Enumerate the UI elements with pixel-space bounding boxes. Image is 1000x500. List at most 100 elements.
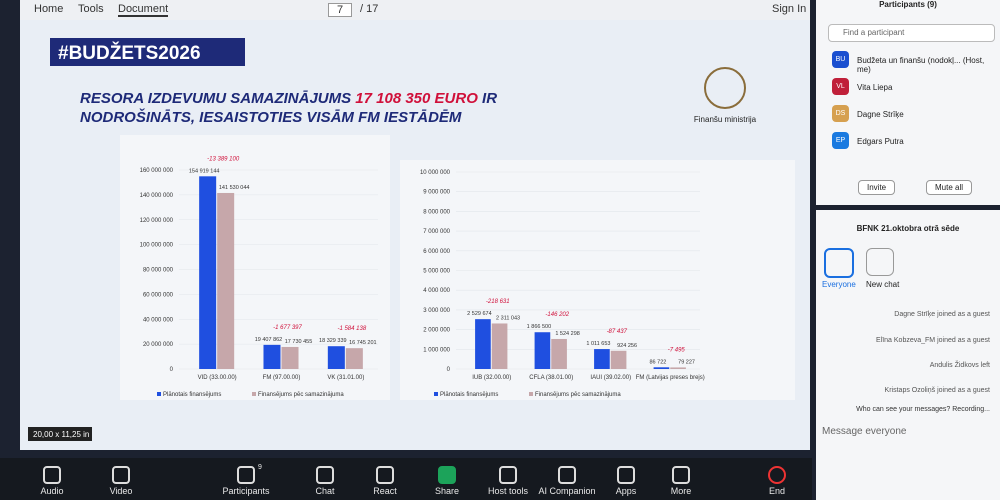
- control[interactable]: Video: [109, 486, 133, 496]
- tab[interactable]: Document: [118, 3, 169, 17]
- value-label: 17 730 455: [285, 339, 313, 345]
- avatar: VL: [832, 78, 849, 95]
- icon: [617, 466, 635, 484]
- y-tick-label: 7 000 000: [423, 229, 450, 235]
- control[interactable]: Chat: [315, 486, 335, 496]
- difference-label: -1 677 397: [273, 325, 302, 331]
- icon: [768, 466, 786, 484]
- control[interactable]: AI Companion: [538, 486, 596, 496]
- slide-title-line: NODROŠINĀTS, IESAISTOTIES VISĀM FM IESTĀ…: [80, 108, 462, 126]
- difference-label: -1 584 138: [337, 326, 366, 332]
- bar: [327, 346, 345, 369]
- bar: [475, 319, 491, 369]
- y-tick-label: 9 000 000: [423, 190, 450, 196]
- y-tick-label: 10 000 000: [420, 170, 451, 176]
- icon: [237, 466, 255, 484]
- control[interactable]: Apps: [615, 486, 637, 496]
- value-label: 19 407 862: [255, 337, 283, 343]
- tab[interactable]: Home: [34, 3, 64, 15]
- icon: [316, 466, 334, 484]
- y-tick-label: 4 000 000: [423, 288, 450, 294]
- size-box: [28, 427, 92, 441]
- value-label: 79 227: [678, 359, 695, 365]
- participant[interactable]: Budžeta un finanšu (nodokļ... (Host, me): [857, 56, 985, 74]
- participant[interactable]: Edgars Putra: [857, 137, 904, 146]
- y-tick-label: 140 000 000: [140, 193, 174, 199]
- value-label: 86 722: [650, 359, 667, 365]
- mute-all-button[interactable]: Mute all: [926, 180, 973, 195]
- participant[interactable]: Vita Liepa: [857, 83, 893, 92]
- control[interactable]: Share: [434, 486, 460, 496]
- page-total: / 17: [360, 3, 379, 15]
- chat-target[interactable]: Everyone: [822, 280, 856, 289]
- participants-panel: Participants (9) Find a participant BU Bu…: [816, 0, 1000, 205]
- y-tick-label: 6 000 000: [423, 249, 450, 255]
- y-tick-label: 100 000 000: [140, 243, 174, 249]
- title-highlight: 17 108 350 EURO: [355, 90, 478, 107]
- control[interactable]: React: [373, 486, 397, 496]
- bar: [281, 346, 299, 369]
- logo-emblem: [704, 67, 746, 109]
- bar: [594, 349, 610, 369]
- bar: [610, 350, 627, 369]
- legend-label: Plānotais finansējums: [440, 392, 498, 398]
- difference-label: -218 631: [486, 299, 510, 305]
- avatar: BU: [832, 51, 849, 68]
- difference-label: -7 495: [668, 347, 686, 353]
- value-label: 154 919 144: [189, 168, 220, 174]
- tab[interactable]: Tools: [78, 3, 104, 15]
- chat-notice: Who can see your messages? Recording...: [856, 406, 990, 413]
- difference-label: -87 437: [607, 329, 628, 335]
- control[interactable]: Participants: [222, 486, 270, 496]
- x-tick-label: IAUI (39.02.00): [590, 375, 631, 381]
- y-tick-label: 160 000 000: [140, 168, 174, 174]
- message-input[interactable]: Message everyone: [822, 426, 907, 437]
- icon: [866, 248, 894, 276]
- chat-message: Elīna Kobzeva_FM joined as a guest: [875, 337, 990, 344]
- value-label: 2 529 674: [467, 311, 491, 317]
- value-label: 18 329 339: [319, 338, 347, 344]
- icon: [824, 248, 854, 278]
- icon: [438, 466, 456, 484]
- x-tick-label: FM (97.00.00): [263, 375, 301, 381]
- x-tick-label: CFLA (38.01.00): [529, 375, 573, 381]
- y-tick-label: 3 000 000: [423, 308, 450, 314]
- bar: [199, 176, 217, 369]
- icon: [672, 466, 690, 484]
- value-label: 1 866 500: [527, 324, 551, 330]
- count: 9: [258, 464, 262, 471]
- y-tick-label: 2 000 000: [423, 328, 450, 334]
- difference-label: -13 389 100: [207, 156, 240, 162]
- value-label: 1 524 298: [555, 331, 579, 337]
- icon: [43, 466, 61, 484]
- control[interactable]: Audio: [40, 486, 64, 496]
- bar: [670, 367, 686, 369]
- y-tick-label: 0: [170, 367, 174, 373]
- page-input[interactable]: 7: [328, 3, 353, 17]
- new-chat[interactable]: New chat: [866, 280, 900, 289]
- control[interactable]: End: [768, 486, 786, 496]
- bar: [551, 338, 567, 369]
- panel-title: Participants (9): [879, 0, 937, 9]
- y-tick-label: 8 000 000: [423, 209, 450, 215]
- legend-label: Finansējums pēc samazinājuma: [258, 392, 344, 398]
- bar: [534, 332, 551, 369]
- search[interactable]: Find a participant: [828, 24, 995, 42]
- control[interactable]: More: [670, 486, 692, 496]
- bar: [217, 192, 235, 369]
- invite-button[interactable]: Invite: [858, 180, 896, 195]
- bar: [491, 323, 508, 369]
- control[interactable]: Host tools: [487, 486, 529, 496]
- chat-message: Andulis Židkovs left: [929, 362, 990, 369]
- sign-in[interactable]: Sign In: [772, 3, 807, 15]
- chat-message: Kristaps Ozoliņš joined as a guest: [884, 387, 990, 394]
- value-label: 2 311 043: [496, 315, 520, 321]
- page-size: 20,00 x 11,25 in: [33, 430, 89, 439]
- legend-swatch: [529, 392, 533, 396]
- y-tick-label: 1 000 000: [423, 347, 450, 353]
- participant[interactable]: Dagne Strīķe: [857, 110, 904, 119]
- icon: [376, 466, 394, 484]
- icon: [558, 466, 576, 484]
- legend-swatch: [157, 392, 161, 396]
- chart-panel: [120, 135, 390, 400]
